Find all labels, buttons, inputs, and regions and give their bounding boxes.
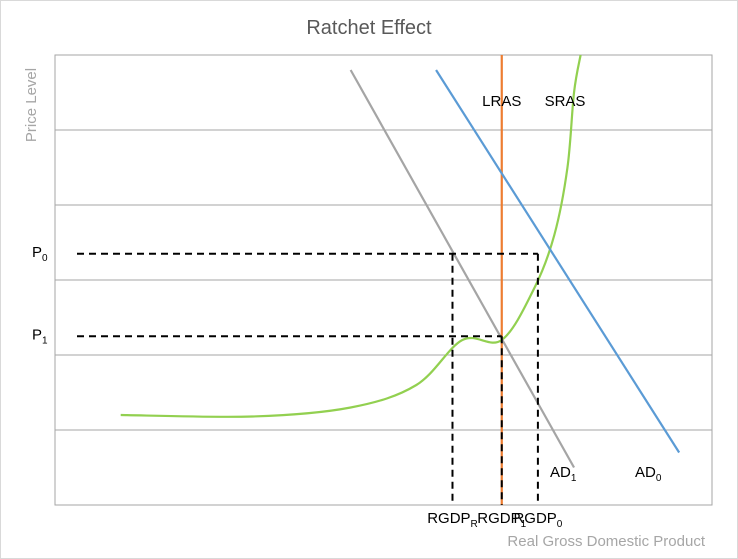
series-line-ad0 [435,69,681,454]
label-rgdp-r: RGDPR [427,510,478,530]
label-p1: P1 [32,326,48,346]
x-axis-title: Real Gross Domestic Product [507,533,705,550]
label-ad0: AD0 [635,464,662,484]
chart-title: Ratchet Effect [306,17,432,39]
y-axis-title: Price Level [23,68,40,142]
series-line-ad1 [349,69,575,469]
label-sras: SRAS [545,93,586,110]
label-lras: LRAS [482,93,521,110]
label-p0: P0 [32,244,48,264]
label-ad1: AD1 [550,464,577,484]
label-rgdp-1: RGDP1 [477,510,526,530]
gridlines [54,54,713,506]
reference-lines [77,252,539,505]
series-line-sras [120,54,582,418]
series-lines [120,54,681,505]
label-rgdp-0: RGDP0 [513,510,562,530]
